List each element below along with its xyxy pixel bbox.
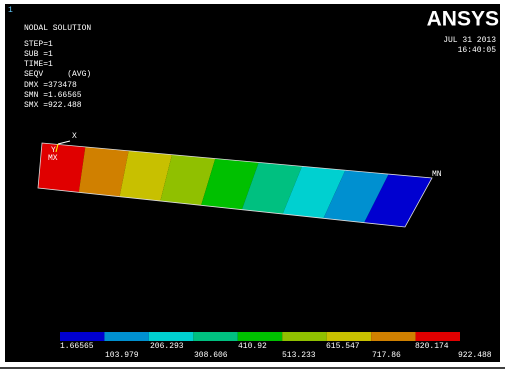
- legend-swatch: [371, 332, 415, 341]
- page: 1 NODAL SOLUTION STEP=1 SUB =1 TIME=1 SE…: [0, 0, 505, 374]
- screenshot: 1 NODAL SOLUTION STEP=1 SUB =1 TIME=1 SE…: [0, 0, 505, 374]
- legend-label: 1.66565: [60, 342, 94, 351]
- legend-label: 513.233: [282, 351, 316, 360]
- info-title: NODAL SOLUTION: [24, 24, 91, 33]
- axis-label-x: X: [72, 132, 77, 141]
- legend-swatch: [327, 332, 371, 341]
- contour-band: [38, 143, 85, 192]
- date: JUL 31 2013: [443, 36, 496, 45]
- info-line: TIME=1: [24, 60, 53, 69]
- time: 16:40:05: [458, 46, 497, 55]
- legend-swatch: [104, 332, 148, 341]
- legend-label: 410.92: [238, 342, 267, 351]
- legend: [60, 332, 460, 341]
- legend-label: 615.547: [326, 342, 360, 351]
- legend-swatch: [238, 332, 282, 341]
- legend-swatch: [416, 332, 460, 341]
- viewport-number: 1: [8, 6, 13, 15]
- max-marker: MX: [48, 154, 58, 163]
- info-line: DMX =373478: [24, 81, 77, 90]
- legend-label: 206.293: [150, 342, 184, 351]
- legend-swatch: [149, 332, 193, 341]
- legend-label: 103.979: [105, 351, 139, 360]
- info-line: SMN =1.66565: [24, 91, 82, 100]
- logo: ANSYS: [427, 8, 499, 31]
- info-line: SEQV (AVG): [24, 70, 91, 79]
- info-line: SMX =922.488: [24, 101, 82, 110]
- legend-label: 717.86: [372, 351, 401, 360]
- info-line: SUB =1: [24, 50, 53, 59]
- legend-label: 820.174: [415, 342, 449, 351]
- legend-swatch: [60, 332, 104, 341]
- legend-label: 922.488: [458, 351, 492, 360]
- min-marker: MN: [432, 170, 442, 179]
- legend-swatch: [193, 332, 237, 341]
- legend-swatch: [282, 332, 326, 341]
- info-line: STEP=1: [24, 40, 53, 49]
- legend-label: 308.606: [194, 351, 228, 360]
